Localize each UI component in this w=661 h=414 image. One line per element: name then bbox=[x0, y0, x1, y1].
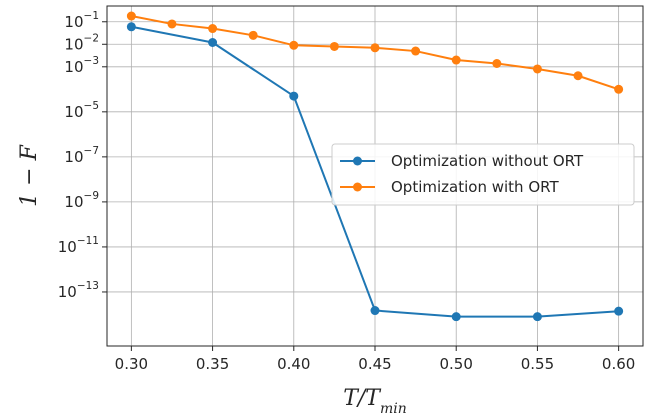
x-tick-label: 0.40 bbox=[277, 355, 310, 373]
x-axis-label-main: T/T bbox=[343, 386, 382, 411]
data-point bbox=[492, 59, 502, 69]
y-tick-label: 10−11 bbox=[58, 235, 99, 256]
data-point bbox=[329, 41, 339, 51]
legend-entry-0: Optimization without ORT bbox=[340, 152, 584, 170]
y-tick-exponent: −11 bbox=[77, 235, 99, 247]
data-point bbox=[289, 91, 299, 101]
legend-label-1: Optimization with ORT bbox=[391, 178, 559, 196]
x-tick-label: 0.45 bbox=[358, 355, 391, 373]
data-point bbox=[126, 11, 136, 21]
y-tick-label: 10−13 bbox=[58, 280, 99, 301]
y-tick-base: 10 bbox=[64, 148, 83, 166]
y-tick-base: 10 bbox=[64, 103, 83, 121]
data-point bbox=[208, 37, 218, 47]
x-tick-label: 0.55 bbox=[521, 355, 554, 373]
data-point bbox=[573, 71, 583, 81]
y-tick-base: 10 bbox=[64, 35, 83, 53]
y-tick-base: 10 bbox=[64, 13, 83, 31]
x-tick-label: 0.50 bbox=[440, 355, 473, 373]
series-layer bbox=[126, 11, 624, 322]
legend: Optimization without ORT Optimization wi… bbox=[331, 143, 635, 206]
legend-entry-1: Optimization with ORT bbox=[340, 178, 559, 196]
y-tick-base: 10 bbox=[64, 193, 83, 211]
data-point bbox=[451, 312, 461, 322]
data-point bbox=[370, 43, 380, 53]
y-tick-exponent: −5 bbox=[84, 100, 99, 112]
y-tick-exponent: −13 bbox=[77, 280, 99, 292]
legend-marker-0 bbox=[353, 156, 362, 166]
y-tick-label: 10−7 bbox=[64, 145, 99, 166]
x-axis-label-sub: min bbox=[380, 401, 407, 414]
data-point bbox=[370, 306, 380, 316]
y-tick-label: 10−9 bbox=[64, 190, 99, 211]
x-tick-label: 0.30 bbox=[115, 355, 148, 373]
series-1 bbox=[126, 11, 624, 94]
series-0 bbox=[126, 22, 624, 322]
x-tick-label: 0.60 bbox=[602, 355, 635, 373]
legend-box bbox=[331, 143, 635, 206]
y-tick-label: 10−1 bbox=[64, 10, 99, 31]
y-axis-label: 1 − F bbox=[17, 144, 42, 206]
data-point bbox=[248, 30, 258, 40]
data-point bbox=[614, 84, 624, 94]
x-axis-label: T/Tmin bbox=[343, 386, 407, 414]
data-point bbox=[532, 312, 542, 322]
data-point bbox=[451, 55, 461, 65]
data-point bbox=[126, 22, 136, 32]
legend-marker-1 bbox=[353, 182, 362, 192]
y-tick-base: 10 bbox=[58, 238, 77, 256]
y-tick-exponent: −9 bbox=[84, 190, 99, 202]
y-tick-base: 10 bbox=[64, 58, 83, 76]
data-point bbox=[532, 64, 542, 74]
data-point bbox=[167, 19, 177, 29]
y-tick-exponent: −3 bbox=[84, 55, 99, 67]
y-tick-exponent: −7 bbox=[84, 145, 99, 157]
y-tick-base: 10 bbox=[58, 283, 77, 301]
data-point bbox=[411, 46, 421, 56]
y-tick-exponent: −2 bbox=[84, 32, 99, 44]
y-tick-label: 10−2 bbox=[64, 32, 99, 53]
x-tick-label: 0.35 bbox=[196, 355, 229, 373]
legend-label-0: Optimization without ORT bbox=[391, 152, 584, 170]
data-point bbox=[208, 24, 218, 34]
y-tick-exponent: −1 bbox=[84, 10, 99, 22]
data-point bbox=[614, 306, 624, 316]
x-ticks: 0.30 0.35 0.40 0.45 0.50 0.55 0.60 bbox=[115, 346, 635, 373]
y-tick-label: 10−3 bbox=[64, 55, 99, 76]
y-tick-label: 10−5 bbox=[64, 100, 99, 121]
data-point bbox=[289, 40, 299, 50]
